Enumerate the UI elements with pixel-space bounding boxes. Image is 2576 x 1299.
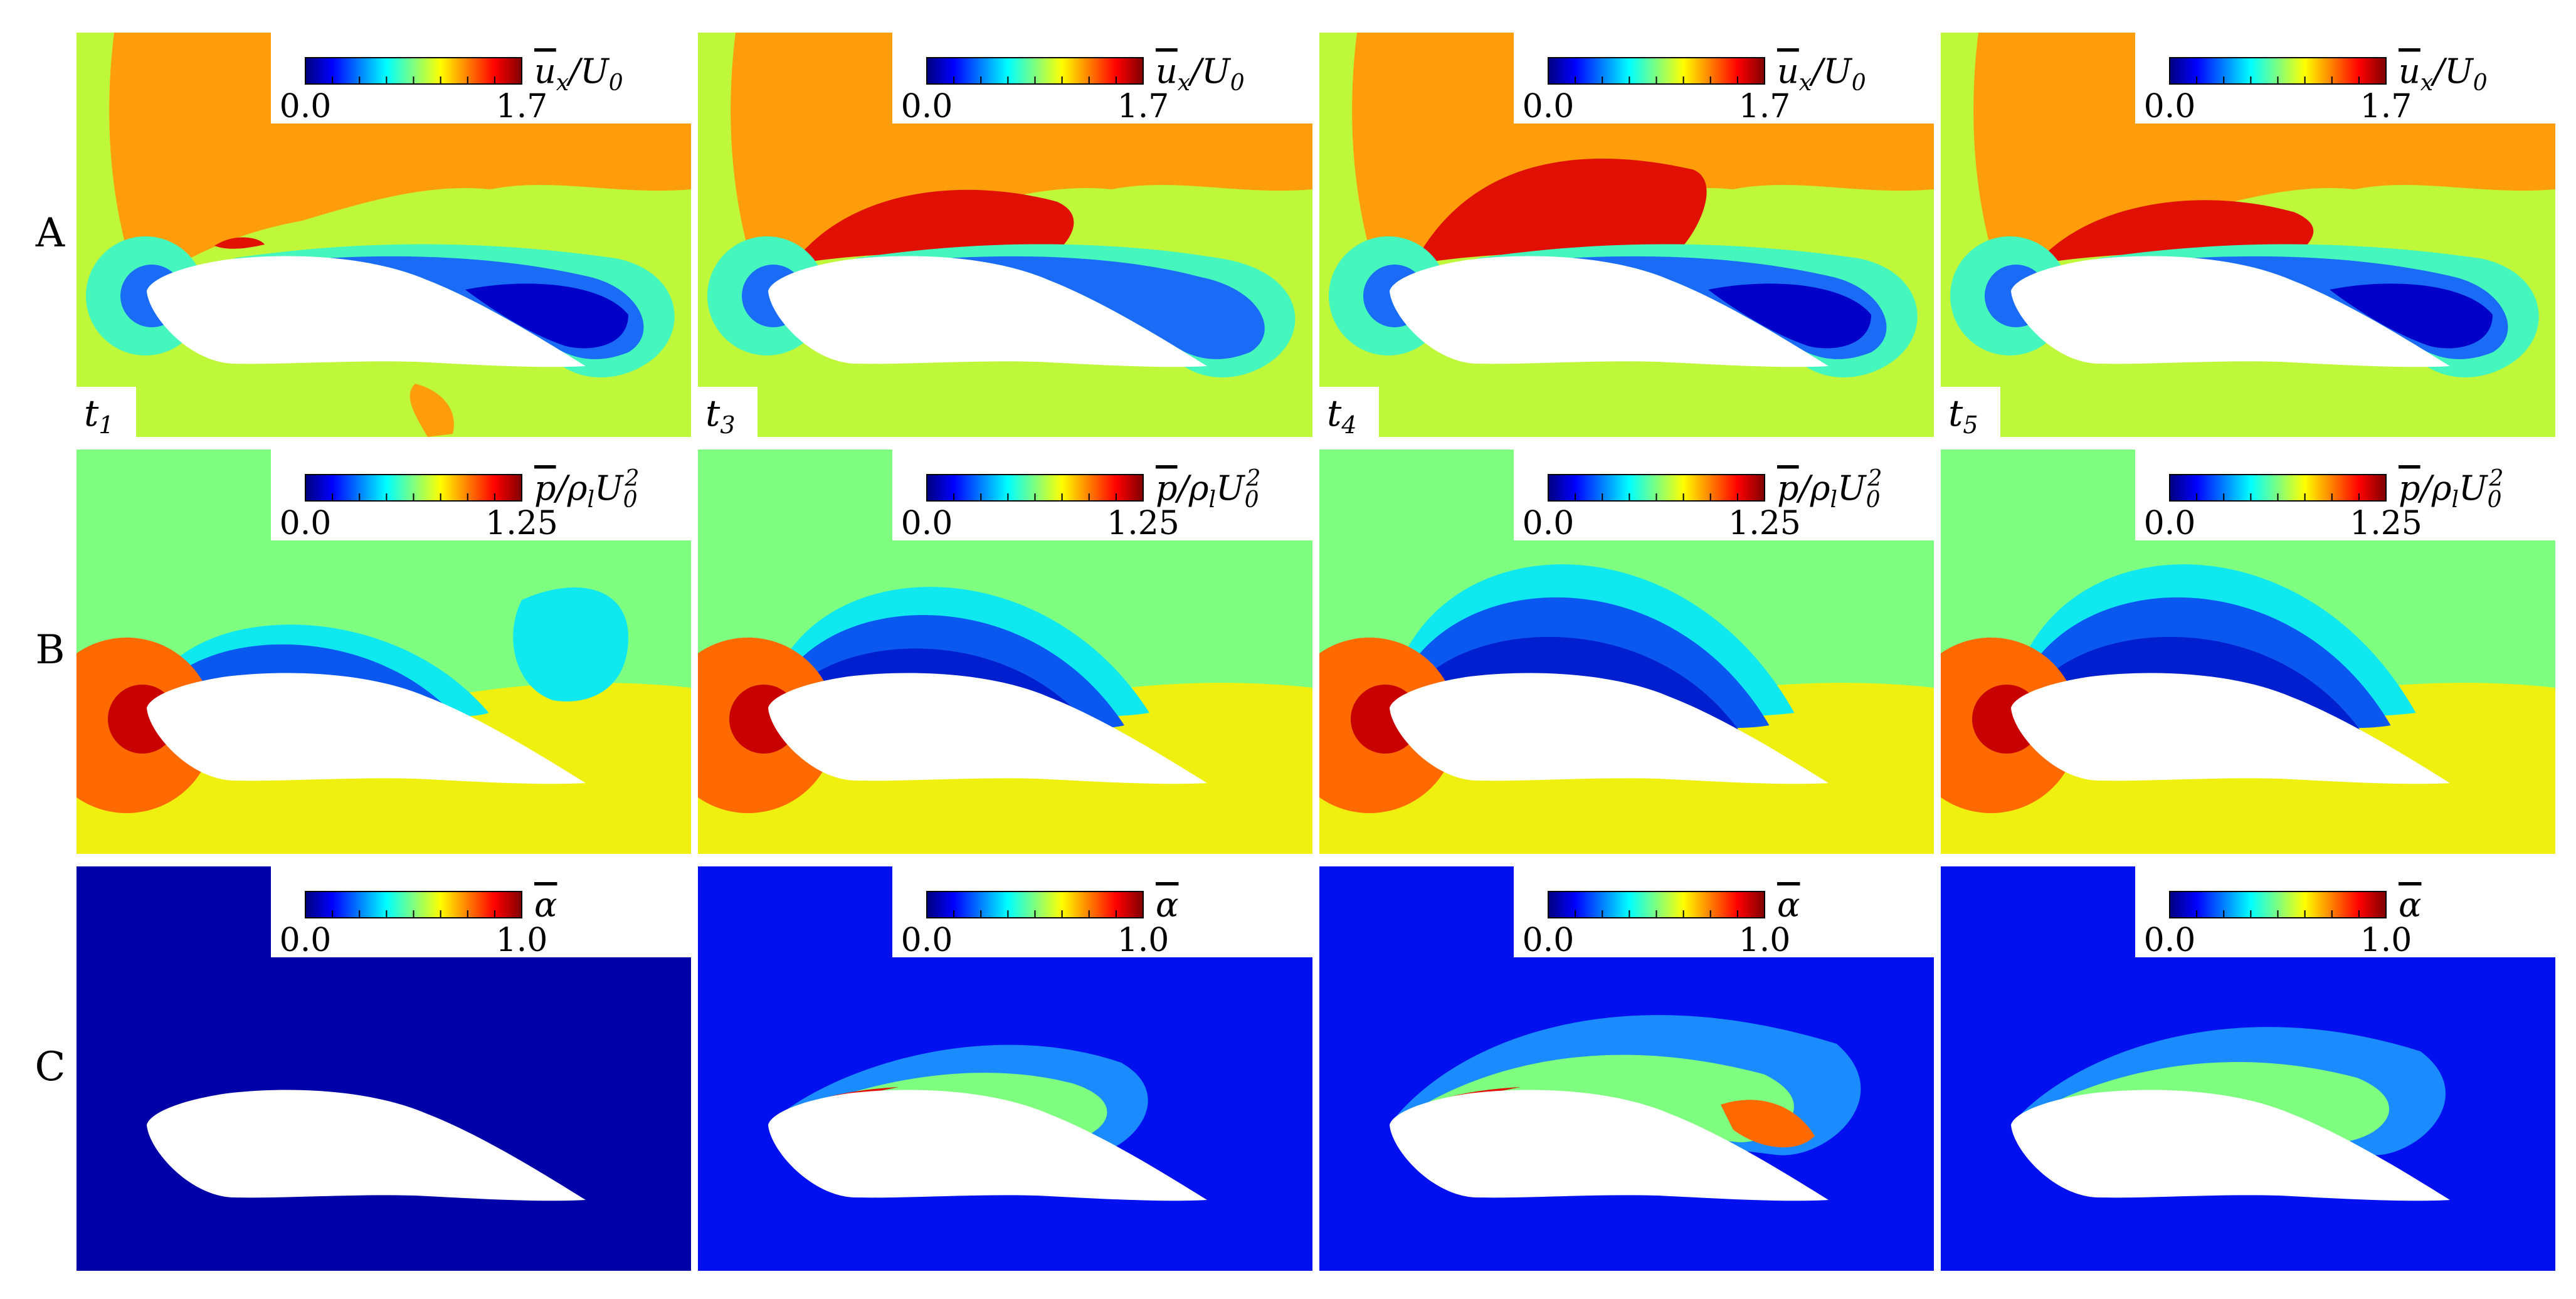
u-fast-region: [214, 237, 265, 249]
panel-c-2: 0.0 1.0α: [698, 866, 1312, 1271]
airfoil: [147, 256, 586, 367]
colorbar-max: 1.25: [1728, 505, 1801, 542]
colorbar-label: p/ρlU02: [1777, 466, 1882, 513]
airfoil: [2011, 1090, 2450, 1201]
time-label-box: [1941, 387, 2000, 437]
colorbar-min: 0.0: [2144, 922, 2196, 959]
time-label: t5: [1948, 392, 1978, 439]
u-wake-deep: [2330, 283, 2493, 349]
panel-b-4: 0.0 1.25p/ρlU02: [1941, 450, 2555, 854]
airfoil: [1390, 673, 1829, 784]
panel-a-1: 0.0 1.7ux/U0 t1: [77, 33, 691, 439]
airfoil: [2011, 256, 2450, 367]
panel-c-4: 0.0 1.0α: [1941, 866, 2555, 1271]
row-label-a: A: [35, 210, 65, 256]
colorbar-max: 1.0: [2360, 922, 2412, 959]
u-wake-deep: [465, 283, 628, 349]
time-label: t4: [1327, 392, 1357, 439]
colorbar-label: α: [534, 885, 557, 925]
colorbar-min: 0.0: [1523, 88, 1575, 125]
airfoil: [768, 673, 1207, 784]
u-fast-region: [1413, 159, 1707, 265]
u-lower-lobe: [409, 384, 454, 437]
colorbar-label: p/ρlU02: [1156, 466, 1260, 513]
colorbar-min: 0.0: [280, 922, 332, 959]
colorbar-label: α: [1156, 885, 1178, 925]
time-label-box: [698, 387, 757, 437]
colorbar-min: 0.0: [901, 505, 953, 542]
colorbar-min: 0.0: [1523, 922, 1575, 959]
airfoil: [2011, 673, 2450, 784]
time-label-box: [77, 387, 136, 437]
panel-b-3: 0.0 1.25p/ρlU02: [1319, 450, 1934, 854]
panel-c-3: 0.0 1.0α: [1319, 866, 1934, 1271]
colorbar-label: ux/U0: [1777, 51, 1866, 96]
colorbar-max: 1.0: [496, 922, 548, 959]
colorbar-max: 1.7: [1117, 88, 1169, 125]
u-wake-blue: [874, 256, 1265, 359]
colorbar-min: 0.0: [280, 88, 332, 125]
colorbar-max: 1.0: [1117, 922, 1169, 959]
colorbar-max: 1.0: [1739, 922, 1791, 959]
colorbar-max: 1.25: [485, 505, 558, 542]
panel-c-1: 0.0 1.0α: [77, 866, 691, 1271]
colorbar-label: ux/U0: [534, 51, 623, 96]
colorbar-label: α: [2399, 885, 2421, 925]
panel-a-2: 0.0 1.7ux/U0 t3: [698, 33, 1312, 439]
colorbar-label: α: [1777, 885, 1800, 925]
colorbar-min: 0.0: [2144, 88, 2196, 125]
panel-a-4: 0.0 1.7ux/U0 t5: [1941, 33, 2555, 439]
colorbar-min: 0.0: [2144, 505, 2196, 542]
colorbar-label: p/ρlU02: [534, 466, 639, 513]
colorbar-label: ux/U0: [1156, 51, 1245, 96]
airfoil: [768, 1090, 1207, 1201]
u-wake-deep: [1708, 283, 1871, 349]
colorbar-min: 0.0: [901, 88, 953, 125]
colorbar-max: 1.25: [1107, 505, 1180, 542]
panel-b-2: 0.0 1.25p/ρlU02: [698, 450, 1312, 854]
panel-a-3: 0.0 1.7ux/U0 t4: [1319, 33, 1934, 439]
panel-b-1: 0.0 1.25p/ρlU02: [77, 450, 691, 854]
colorbar-min: 0.0: [901, 922, 953, 959]
colorbar-max: 1.25: [2350, 505, 2422, 542]
colorbar-label: p/ρlU02: [2399, 466, 2503, 513]
airfoil: [147, 673, 586, 784]
airfoil: [768, 256, 1207, 367]
row-label-c: C: [34, 1044, 66, 1090]
airfoil: [1390, 1090, 1829, 1201]
airfoil: [147, 1090, 586, 1201]
time-label-box: [1319, 387, 1379, 437]
colorbar-max: 1.7: [2360, 88, 2412, 125]
colorbar-min: 0.0: [1523, 505, 1575, 542]
p-wake-eddy: [513, 587, 628, 702]
alpha-cavity-core: [1721, 1100, 1815, 1148]
colorbar-label: ux/U0: [2399, 51, 2488, 96]
row-label-b: B: [35, 627, 65, 673]
airfoil: [1390, 256, 1829, 367]
colorbar-min: 0.0: [280, 505, 332, 542]
colorbar-max: 1.7: [1739, 88, 1791, 125]
time-label: t1: [84, 392, 114, 439]
colorbar-max: 1.7: [496, 88, 548, 125]
time-label: t3: [705, 392, 736, 439]
